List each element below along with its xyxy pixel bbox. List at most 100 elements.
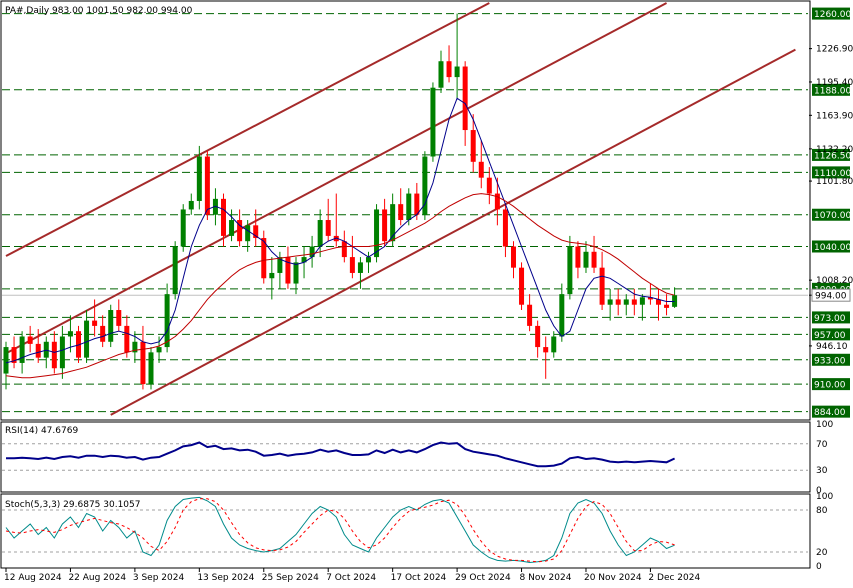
- level-label: 1070.00: [814, 211, 851, 221]
- candle-down: [615, 299, 621, 305]
- candle-down: [502, 209, 508, 247]
- rsi-layer: 100 70 30 0: [2, 420, 833, 496]
- candles-layer: [3, 13, 678, 390]
- price-tick-label: 1226.90: [816, 45, 853, 55]
- rsi-tick-label: 0: [816, 486, 822, 496]
- candle-down: [116, 310, 122, 326]
- candle-up: [164, 294, 170, 348]
- level-label: 910.00: [814, 381, 846, 391]
- candle-up: [583, 251, 589, 268]
- candle-down: [664, 304, 670, 308]
- channel-line: [5, 2, 490, 257]
- candle-up: [390, 204, 396, 242]
- rsi-title: RSI(14) 47.6769: [5, 426, 78, 436]
- candle-up: [132, 341, 138, 353]
- candle-up: [559, 294, 565, 337]
- level-label-box: [812, 148, 850, 161]
- level-label: 1260.00: [814, 10, 851, 20]
- candle-up: [438, 61, 444, 88]
- candle-down: [92, 320, 98, 326]
- candle-down: [543, 347, 549, 353]
- price-tick-label: 1101.80: [816, 177, 853, 187]
- channel-line: [110, 48, 796, 416]
- candle-down: [349, 257, 355, 273]
- time-tick-label: 20 Nov 2024: [584, 573, 642, 583]
- candle-down: [237, 220, 243, 242]
- candle-up: [623, 299, 629, 305]
- candle-up: [357, 262, 363, 273]
- candle-up: [188, 200, 194, 210]
- level-label: 1188.00: [814, 86, 851, 96]
- candle-down: [631, 299, 637, 305]
- candle-up: [245, 225, 251, 242]
- level-label-box: [812, 311, 850, 324]
- stoch-layer: 100 80 20 0: [2, 492, 833, 572]
- candle-up: [59, 336, 65, 369]
- candle-up: [108, 310, 114, 342]
- candle-down: [591, 251, 597, 268]
- candle-up: [639, 297, 645, 305]
- candle-down: [535, 325, 541, 348]
- stoch-tick-label: 0: [816, 562, 822, 572]
- level-label-box: [812, 353, 850, 366]
- candle-up: [454, 66, 460, 78]
- channel-line: [5, 2, 668, 355]
- stoch-tick-label: 20: [816, 548, 828, 558]
- candle-up: [148, 352, 154, 385]
- level-label: 1040.00: [814, 243, 851, 253]
- candle-down: [75, 331, 81, 358]
- candle-up: [293, 262, 299, 284]
- level-label-box: [812, 83, 850, 96]
- levels-layer: 1260.00 1188.00 1126.50 1110.00 1070.00 1040.…: [2, 7, 851, 418]
- candle-up: [229, 220, 235, 236]
- candle-down: [382, 209, 388, 242]
- level-label-box: [812, 328, 850, 341]
- candle-down: [253, 225, 259, 239]
- candle-down: [575, 246, 581, 268]
- candle-down: [333, 235, 339, 242]
- candle-down: [446, 61, 452, 78]
- candle-down: [11, 347, 17, 363]
- candle-down: [462, 66, 468, 131]
- candle-up: [180, 209, 186, 247]
- candle-down: [510, 246, 516, 268]
- candle-up: [551, 336, 557, 353]
- candle-down: [398, 204, 404, 221]
- time-tick-label: 17 Oct 2024: [391, 573, 447, 583]
- price-scale: 1226.90 1195.40 1163.90 1132.20 1101.80 1008.…: [809, 45, 853, 352]
- candle-down: [220, 198, 226, 236]
- current-price-label: 994.00: [815, 292, 847, 302]
- level-label: 1126.50: [814, 151, 851, 161]
- stoch-panel-frame: [0, 493, 811, 569]
- price-tick-label: 1132.20: [816, 145, 853, 155]
- level-label: 884.00: [814, 408, 846, 418]
- price-tick-label: 946.10: [816, 342, 848, 352]
- stoch-title: Stoch(5,3,3) 29.6875 30.1057: [5, 500, 140, 510]
- candle-down: [527, 304, 533, 326]
- main-header: PA#,Daily 983.00 1001.50 982.00 994.00: [5, 6, 193, 16]
- candle-up: [67, 331, 73, 337]
- candle-up: [406, 193, 412, 221]
- candle-down: [647, 297, 653, 300]
- candle-down: [285, 257, 291, 284]
- rsi-tick-label: 100: [816, 420, 833, 430]
- channel-layer: [5, 2, 796, 416]
- level-label: 957.00: [814, 331, 846, 341]
- candle-up: [309, 246, 315, 258]
- time-tick-label: 3 Sep 2024: [133, 573, 185, 583]
- time-tick-label: 13 Sep 2024: [197, 573, 254, 583]
- candle-down: [27, 336, 33, 344]
- main-panel-frame: [0, 0, 811, 421]
- candle-down: [599, 267, 605, 305]
- candle-up: [422, 156, 428, 215]
- rsi-tick-label: 70: [816, 440, 828, 450]
- candle-up: [3, 347, 9, 374]
- rsi-line: [6, 441, 676, 468]
- candle-up: [172, 246, 178, 295]
- stoch-tick-label: 80: [816, 506, 828, 516]
- rsi-tick-label: 30: [816, 466, 828, 476]
- candle-up: [19, 336, 25, 363]
- time-tick-label: 25 Sep 2024: [262, 573, 319, 583]
- candle-down: [124, 325, 130, 353]
